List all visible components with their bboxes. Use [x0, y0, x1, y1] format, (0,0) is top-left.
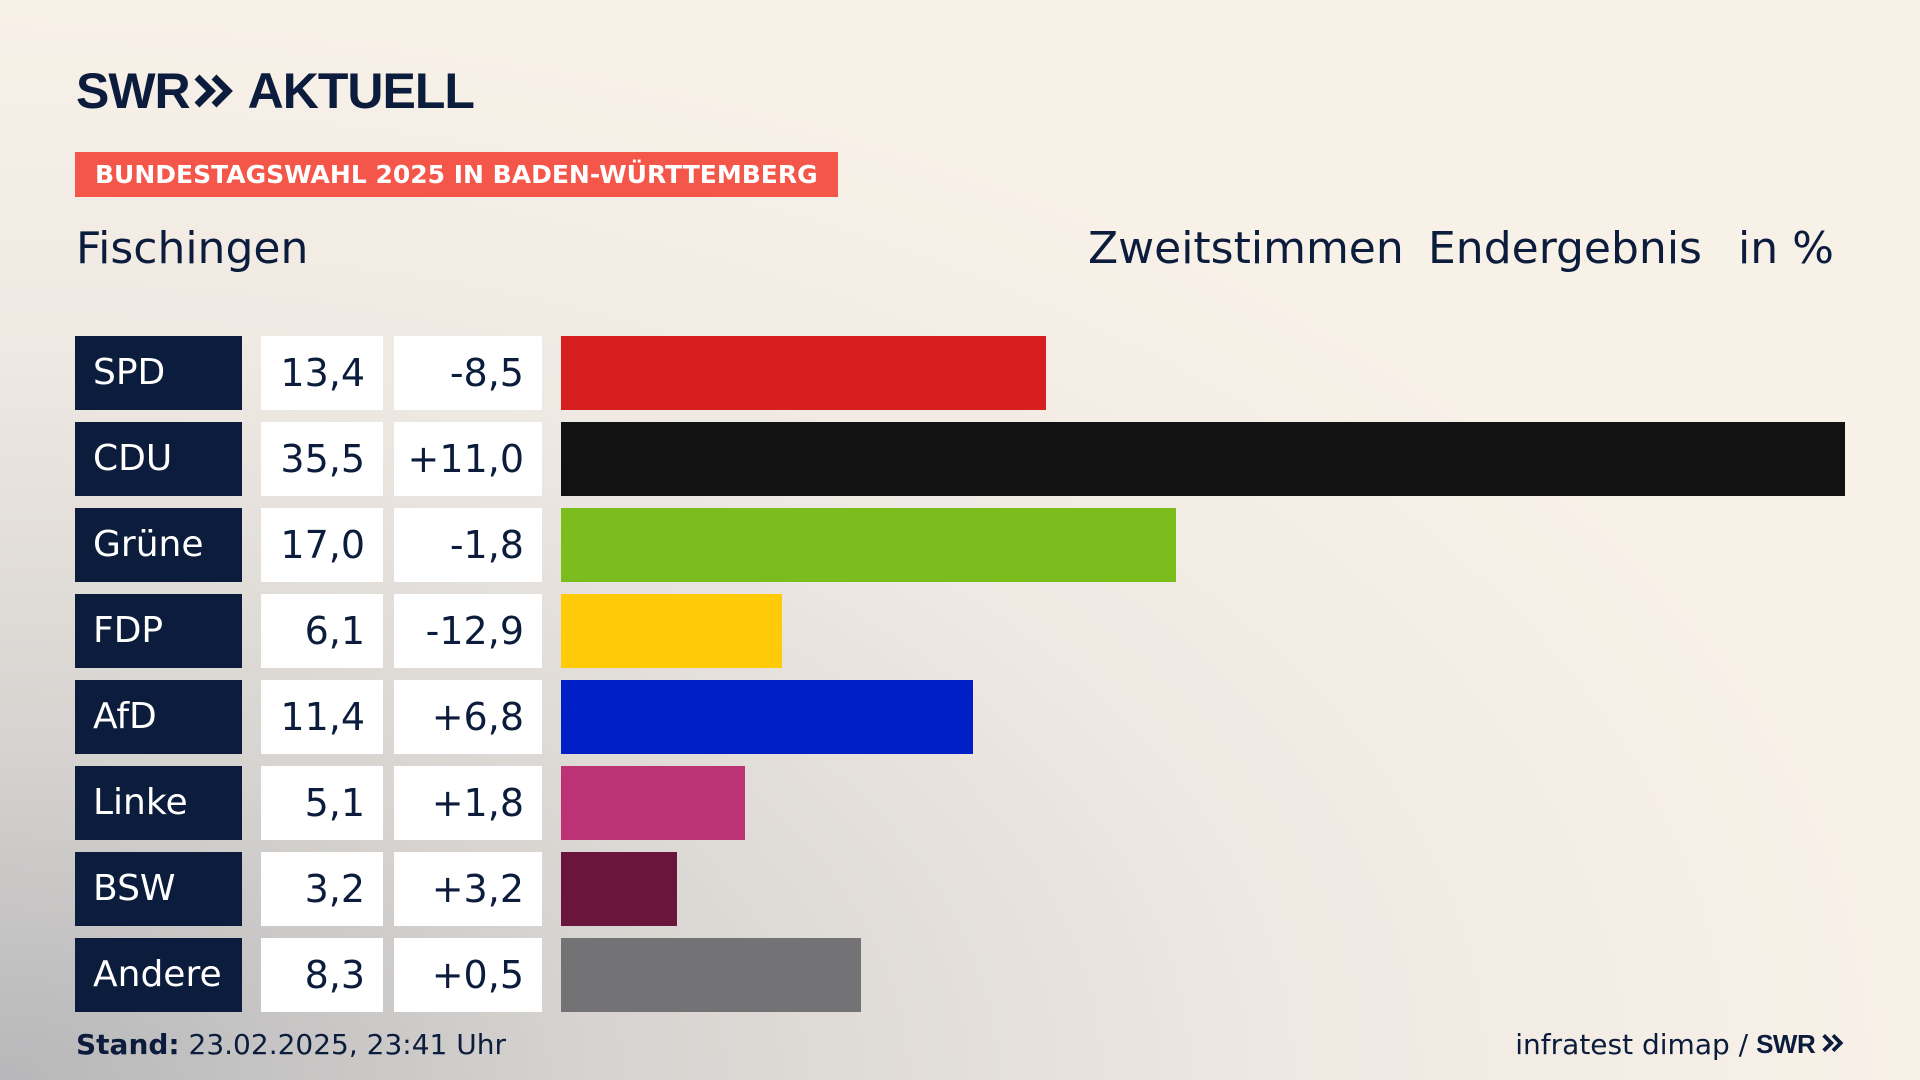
party-row: FDP 6,1 -12,9	[75, 594, 1845, 668]
vote-change-value: +1,8	[394, 766, 542, 840]
party-label: FDP	[75, 594, 242, 668]
vote-change-value: +11,0	[394, 422, 542, 496]
party-label: SPD	[75, 336, 242, 410]
source-brand: SWR	[1756, 1029, 1844, 1060]
vote-share-value: 6,1	[261, 594, 383, 668]
swr-aktuell-logo: SWR AKTUELL	[76, 63, 475, 119]
logo-swr-text: SWR	[76, 63, 191, 119]
bar-gr-ne	[561, 508, 1176, 582]
vote-change-value: +0,5	[394, 938, 542, 1012]
timestamp: Stand: 23.02.2025, 23:41 Uhr	[76, 1028, 506, 1061]
bar-afd	[561, 680, 973, 754]
party-row: SPD 13,4 -8,5	[75, 336, 1845, 410]
party-label: BSW	[75, 852, 242, 926]
party-row: CDU 35,5 +11,0	[75, 422, 1845, 496]
party-label: Andere	[75, 938, 242, 1012]
vote-change-value: -1,8	[394, 508, 542, 582]
bar-spd	[561, 336, 1046, 410]
timestamp-value: 23.02.2025, 23:41 Uhr	[188, 1028, 506, 1061]
unit-label: in %	[1738, 223, 1834, 274]
party-label: CDU	[75, 422, 242, 496]
vote-share-value: 5,1	[261, 766, 383, 840]
source-credit: infratest dimap / SWR	[1515, 1028, 1844, 1061]
vote-change-value: -8,5	[394, 336, 542, 410]
vote-change-value: +6,8	[394, 680, 542, 754]
bar-linke	[561, 766, 745, 840]
logo-aktuell-text: AKTUELL	[247, 63, 475, 119]
vote-share-value: 35,5	[261, 422, 383, 496]
party-row: Linke 5,1 +1,8	[75, 766, 1845, 840]
vote-type-label: Zweitstimmen	[1088, 223, 1404, 274]
party-row: Grüne 17,0 -1,8	[75, 508, 1845, 582]
bar-cdu	[561, 422, 1845, 496]
bar-fdp	[561, 594, 782, 668]
source-brand-text: SWR	[1756, 1029, 1816, 1059]
party-row: AfD 11,4 +6,8	[75, 680, 1845, 754]
vote-share-value: 11,4	[261, 680, 383, 754]
place-title: Fischingen	[76, 223, 309, 274]
double-chevron-icon	[194, 66, 234, 116]
bar-andere	[561, 938, 861, 1012]
result-status-label: Endergebnis	[1428, 223, 1702, 274]
party-row: Andere 8,3 +0,5	[75, 938, 1845, 1012]
party-label: AfD	[75, 680, 242, 754]
vote-change-value: +3,2	[394, 852, 542, 926]
timestamp-label: Stand:	[76, 1028, 180, 1061]
double-chevron-small-icon	[1822, 1033, 1844, 1053]
vote-share-value: 17,0	[261, 508, 383, 582]
vote-share-value: 3,2	[261, 852, 383, 926]
election-banner: BUNDESTAGSWAHL 2025 IN BADEN-WÜRTTEMBERG	[75, 152, 838, 197]
source-text: infratest dimap /	[1515, 1028, 1749, 1061]
vote-change-value: -12,9	[394, 594, 542, 668]
party-label: Grüne	[75, 508, 242, 582]
vote-share-value: 13,4	[261, 336, 383, 410]
bar-bsw	[561, 852, 677, 926]
party-label: Linke	[75, 766, 242, 840]
vote-share-value: 8,3	[261, 938, 383, 1012]
party-row: BSW 3,2 +3,2	[75, 852, 1845, 926]
